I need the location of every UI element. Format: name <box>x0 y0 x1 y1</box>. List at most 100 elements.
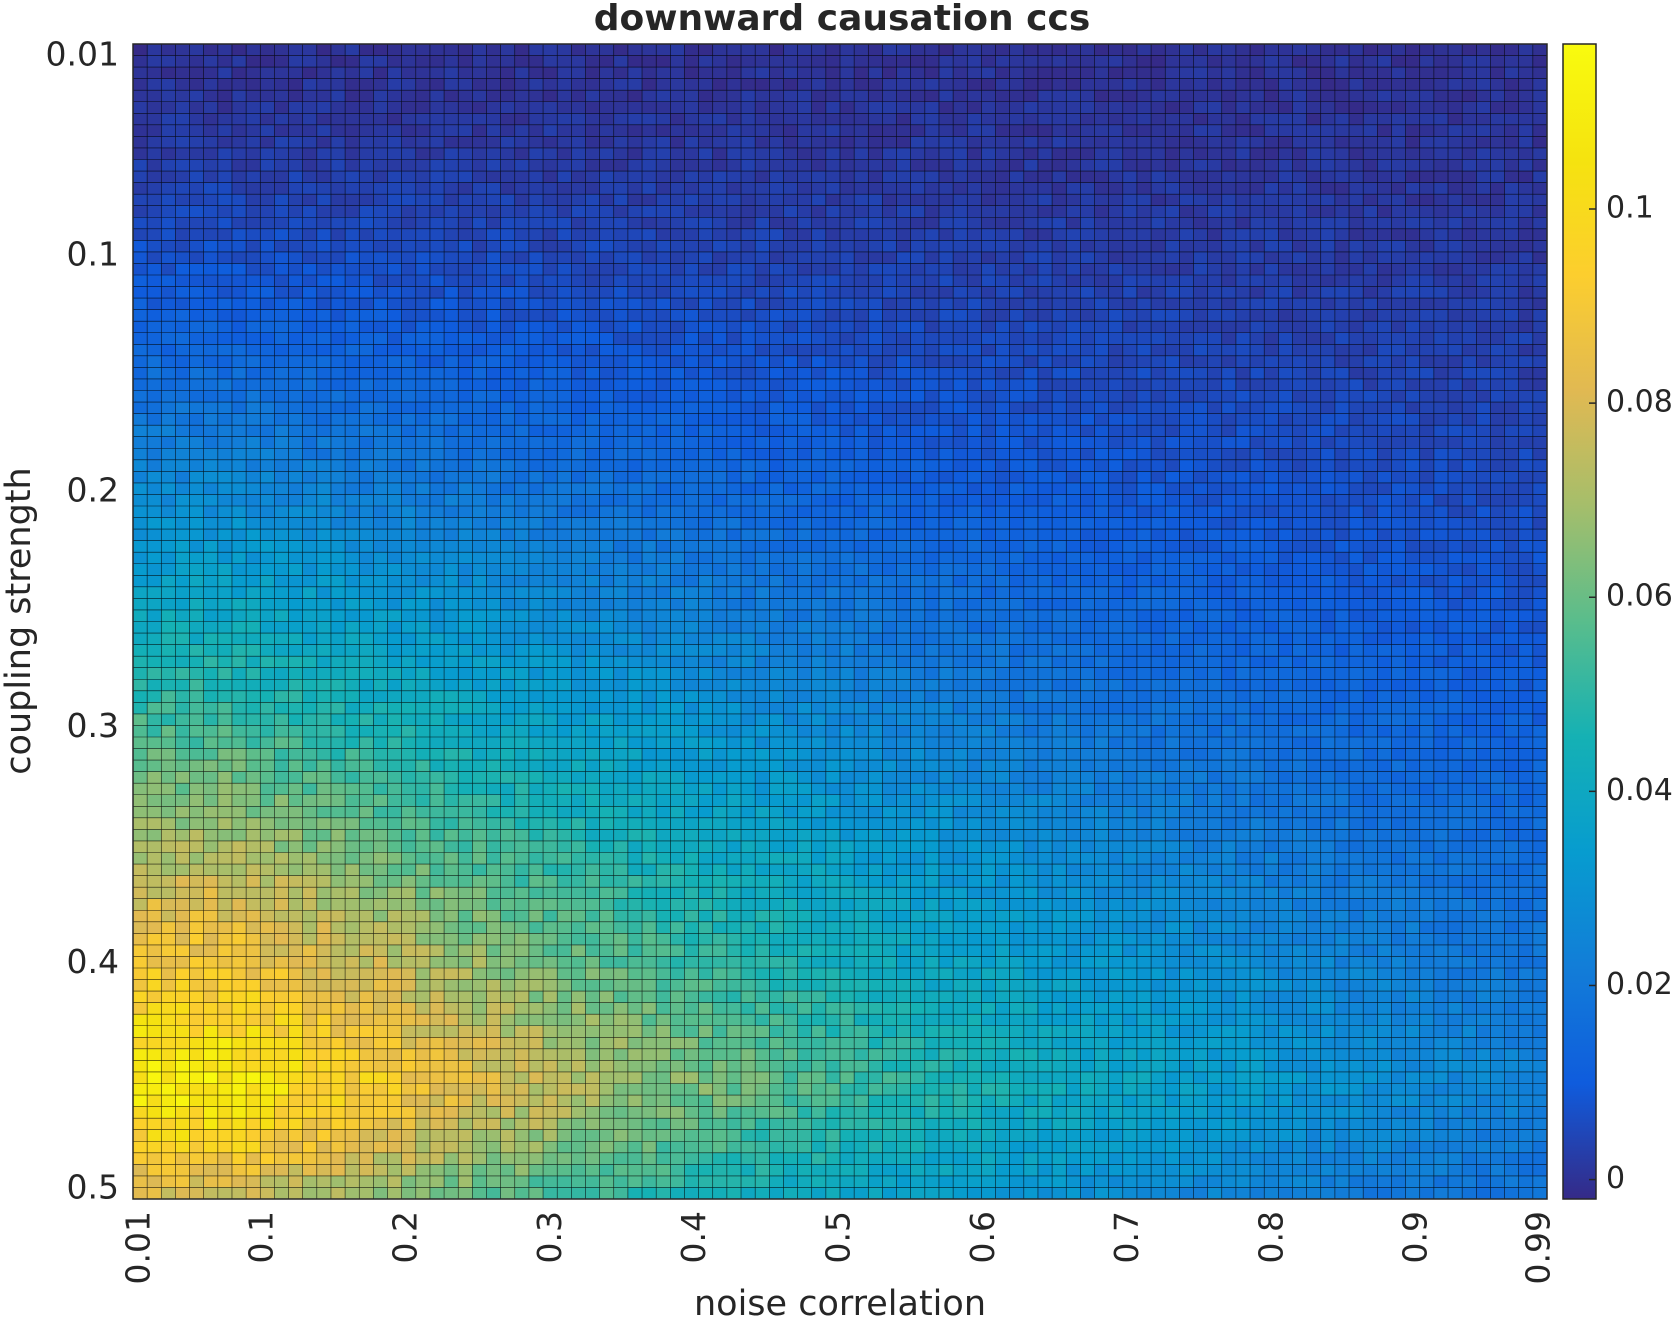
heatmap-cell <box>726 517 742 530</box>
heatmap-cell <box>1179 101 1194 114</box>
heatmap-cell <box>627 78 643 91</box>
heatmap-cell <box>274 90 289 103</box>
heatmap-cell <box>429 482 445 495</box>
heatmap-cell <box>302 436 318 449</box>
heatmap-cell <box>500 378 516 391</box>
heatmap-cell <box>698 355 714 368</box>
heatmap-cell <box>967 67 982 80</box>
heatmap-cell <box>1221 263 1237 276</box>
heatmap-cell <box>896 286 912 299</box>
heatmap-cell <box>1136 217 1152 230</box>
heatmap-cell <box>203 251 219 264</box>
heatmap-cell <box>599 425 615 438</box>
heatmap-cell <box>316 321 332 334</box>
heatmap-cell <box>797 113 813 126</box>
heatmap-cell <box>797 67 813 80</box>
heatmap-cell <box>1235 448 1251 461</box>
heatmap-cell <box>1250 147 1265 160</box>
heatmap-cell <box>1179 171 1194 183</box>
heatmap-cell <box>1108 506 1124 518</box>
heatmap-cell <box>1532 436 1548 449</box>
heatmap-cell <box>1080 194 1095 207</box>
heatmap-cell <box>387 448 403 461</box>
heatmap-cell <box>938 378 954 391</box>
heatmap-cell <box>486 402 502 414</box>
heatmap-cell <box>1292 55 1308 68</box>
heatmap-cell <box>1037 251 1053 264</box>
heatmap-cell <box>868 205 883 218</box>
heatmap-cell <box>868 367 883 380</box>
heatmap-cell <box>302 413 318 426</box>
heatmap-cell <box>868 78 883 91</box>
heatmap-cell <box>401 517 417 530</box>
heatmap-cell <box>1448 529 1463 542</box>
heatmap-cell <box>217 171 233 183</box>
heatmap-cell <box>1264 240 1279 253</box>
heatmap-cell <box>1179 228 1194 241</box>
heatmap-cell <box>868 552 883 565</box>
heatmap-cell <box>330 182 346 195</box>
heatmap-cell <box>1391 425 1406 438</box>
heatmap-cell <box>1037 459 1053 472</box>
heatmap-cell <box>1334 90 1350 103</box>
heatmap-cell <box>1306 321 1322 334</box>
heatmap-cell <box>1052 402 1067 414</box>
heatmap-cell <box>203 217 219 230</box>
heatmap-cell <box>769 263 784 276</box>
heatmap-cell <box>1334 286 1350 299</box>
heatmap-cell <box>854 517 869 530</box>
heatmap-cell <box>373 55 388 68</box>
heatmap-cell <box>1490 275 1505 287</box>
heatmap-cell <box>769 194 784 207</box>
heatmap-cell <box>1221 586 1237 599</box>
heatmap-cell <box>486 471 502 484</box>
heatmap-cell <box>189 390 205 403</box>
heatmap-cell <box>1334 494 1350 507</box>
heatmap-cell <box>1490 552 1505 565</box>
heatmap-cell <box>910 425 926 438</box>
heatmap-cell <box>1405 355 1421 368</box>
heatmap-cell <box>599 321 615 334</box>
heatmap-cell <box>1377 517 1392 530</box>
heatmap-cell <box>953 44 968 56</box>
heatmap-cell <box>741 298 756 311</box>
heatmap-cell <box>811 194 827 207</box>
heatmap-cell <box>189 90 205 103</box>
heatmap-cell <box>486 494 502 507</box>
heatmap-cell <box>1264 390 1279 403</box>
heatmap-cell <box>769 240 784 253</box>
heatmap-cell <box>359 228 374 241</box>
heatmap-cell <box>415 240 431 253</box>
heatmap-cell <box>260 298 275 311</box>
heatmap-cell <box>1122 136 1138 149</box>
heatmap-cell <box>571 44 586 56</box>
heatmap-cell <box>1136 575 1152 588</box>
heatmap-cell <box>330 309 346 322</box>
heatmap-cell <box>755 286 770 299</box>
heatmap-cell <box>1165 240 1180 253</box>
heatmap-cell <box>1122 101 1138 114</box>
heatmap-cell <box>1264 402 1279 414</box>
heatmap-cell <box>1023 147 1039 160</box>
heatmap-cell <box>1094 147 1110 160</box>
heatmap-cell <box>528 402 544 414</box>
heatmap-cell <box>1462 436 1477 449</box>
heatmap-cell <box>147 517 162 530</box>
heatmap-cell <box>1151 552 1166 565</box>
heatmap-cell <box>1448 124 1463 137</box>
heatmap-cell <box>1250 552 1265 565</box>
heatmap-cell <box>1151 459 1166 472</box>
heatmap-cell <box>401 101 417 114</box>
heatmap-cell <box>741 563 756 576</box>
heatmap-cell <box>868 506 883 518</box>
heatmap-cell <box>1349 378 1364 391</box>
heatmap-cell <box>910 609 926 622</box>
heatmap-cell <box>1207 552 1223 565</box>
heatmap-cell <box>359 355 374 368</box>
heatmap-cell <box>1476 529 1491 542</box>
heatmap-cell <box>1151 217 1166 230</box>
heatmap-cell <box>1023 448 1039 461</box>
heatmap-cell <box>1334 171 1350 183</box>
heatmap-cell <box>599 263 615 276</box>
heatmap-cell <box>472 402 487 414</box>
